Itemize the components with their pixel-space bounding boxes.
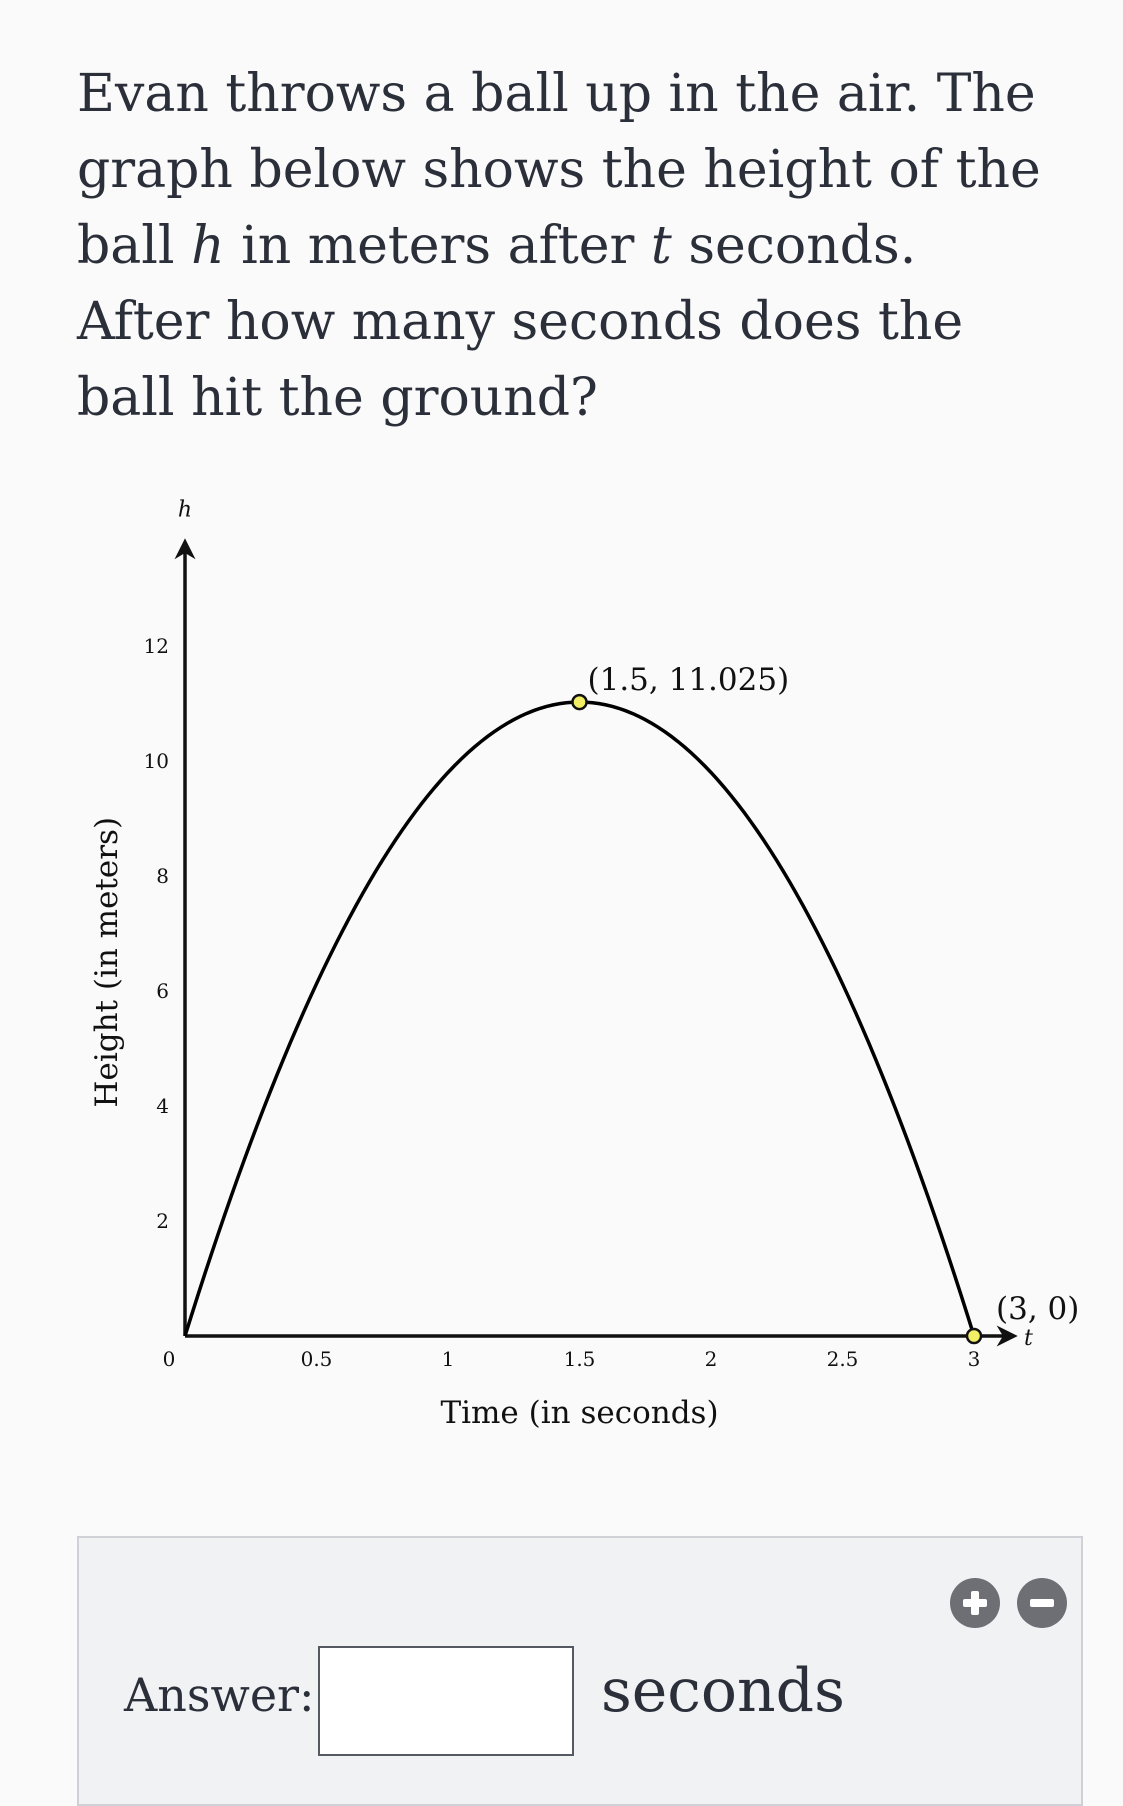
- question-part-1: Evan throws a ball up in the air. The gr…: [77, 64, 1041, 276]
- y-tick-label: 6: [156, 979, 169, 1003]
- question-part-3: seconds. After how many seconds does the…: [77, 216, 964, 428]
- y-axis-variable: h: [178, 498, 192, 523]
- y-tick-label: 4: [156, 1094, 169, 1118]
- y-tick-label: 2: [156, 1209, 169, 1233]
- minus-button[interactable]: [1017, 1578, 1067, 1628]
- y-tick-label: 10: [144, 749, 169, 773]
- x-axis-title: Time (in seconds): [440, 1395, 718, 1431]
- answer-panel: Answer: seconds: [77, 1536, 1083, 1806]
- height-time-graph: h t 0 0.5 1 1.5 2 2.5 3 2 4 6 8 10 12 Time (in seconds)…: [0, 450, 1123, 1460]
- point-marker: [571, 693, 588, 711]
- answer-label: Answer:: [124, 1668, 315, 1722]
- point-marker: [965, 1327, 983, 1345]
- y-tick-label: 12: [144, 634, 169, 658]
- variable-t: t: [650, 216, 672, 276]
- x-tick-label: 3: [968, 1347, 981, 1371]
- plus-button[interactable]: [950, 1578, 1000, 1628]
- answer-input[interactable]: [318, 1646, 574, 1756]
- variable-h: h: [191, 216, 225, 276]
- y-axis-title: Height (in meters): [89, 817, 125, 1108]
- point-label: (1.5, 11.025): [588, 662, 790, 698]
- x-tick-label: 1: [442, 1347, 455, 1371]
- height-curve: [183, 700, 976, 1337]
- x-tick-label: 0.5: [301, 1347, 333, 1371]
- x-tick-label: 1.5: [564, 1347, 596, 1371]
- x-axis-variable: t: [1024, 1326, 1033, 1351]
- chart-svg: h t 0 0.5 1 1.5 2 2.5 3 2 4 6 8 10 12 Time (in seconds)…: [89, 498, 1079, 1432]
- x-tick-label: 2: [705, 1347, 718, 1371]
- answer-unit: seconds: [601, 1656, 845, 1726]
- x-tick-label: 2.5: [827, 1347, 859, 1371]
- y-tick-label: 8: [156, 864, 169, 888]
- question-part-2: in meters after: [224, 216, 651, 276]
- origin-label: 0: [163, 1347, 176, 1371]
- question-text: Evan throws a ball up in the air. The gr…: [77, 56, 1057, 436]
- point-label: (3, 0): [996, 1291, 1079, 1327]
